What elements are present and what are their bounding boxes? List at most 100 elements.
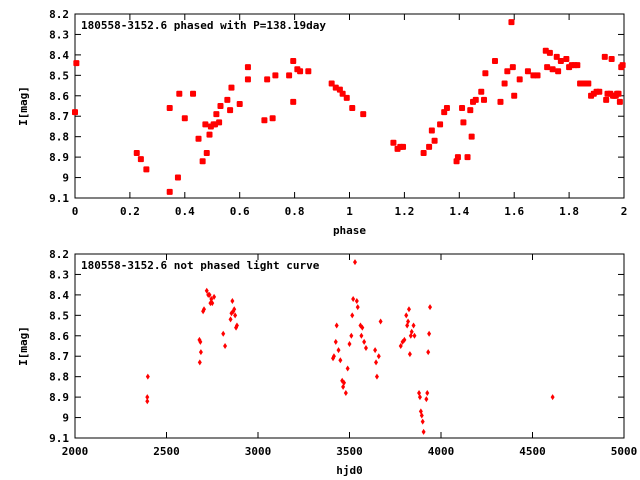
unphased-data-point	[374, 359, 379, 366]
unphased-y-tick-label: 9.1	[49, 432, 69, 445]
unphased-data-point	[198, 338, 203, 345]
unphased-y-tick-label: 8.8	[49, 371, 69, 384]
unphased-y-tick-label: 8.3	[49, 268, 69, 281]
phased-data-point	[601, 53, 608, 60]
unphased-data-point	[145, 373, 150, 380]
unphased-data-point	[202, 306, 207, 313]
unphased-x-tick-label: 5000	[611, 445, 638, 458]
phased-data-point	[343, 94, 350, 101]
unphased-data-point	[230, 298, 235, 305]
phased-data-point	[443, 105, 450, 112]
phased-data-point	[203, 150, 210, 157]
phased-data-point	[217, 103, 224, 109]
phased-y-tick-label: 8.6	[49, 90, 69, 103]
phased-data-point	[305, 68, 312, 75]
phased-data-point	[400, 143, 407, 150]
unphased-y-axis: 8.2 8.3 8.4 8.5 8.6 8.7 8.8 8.9 9 9.1	[49, 248, 624, 445]
phased-data-point	[244, 76, 251, 83]
phased-data-point	[428, 127, 435, 134]
phased-data-point	[497, 98, 504, 105]
unphased-x-axis: 2000 2500 3000 3500 4000 4500 5000	[62, 254, 638, 458]
unphased-data-point	[351, 295, 356, 302]
phased-data-point	[501, 80, 508, 87]
phased-y-tick-label: 8.7	[49, 110, 69, 123]
phased-data-point	[555, 68, 562, 75]
unphased-data-point	[425, 390, 430, 397]
phased-data-point	[603, 96, 610, 103]
unphased-data-point	[417, 394, 422, 401]
unphased-data-point	[349, 332, 354, 339]
phased-x-tick-label: 0.8	[285, 205, 305, 218]
phased-y-tick-label: 8.8	[49, 131, 69, 144]
unphased-data-point	[412, 332, 417, 339]
phased-data-point	[549, 66, 556, 73]
unphased-x-tick-label: 3000	[245, 445, 272, 458]
unphased-data-point	[342, 379, 347, 386]
phased-data-point	[460, 119, 467, 126]
unphased-x-tick-label: 4500	[519, 445, 546, 458]
unphased-data-point	[354, 298, 359, 305]
phased-data-point	[478, 88, 485, 95]
unphased-data-point	[407, 351, 412, 358]
phased-x-axis-label: phase	[333, 224, 366, 237]
phased-data-point	[206, 131, 213, 138]
unphased-plot-title: 180558-3152.6 not phased light curve	[81, 259, 320, 272]
unphased-data-point	[221, 330, 226, 337]
phased-data-point	[468, 133, 475, 140]
unphased-data-point	[145, 394, 150, 401]
unphased-data-point	[360, 324, 365, 331]
phased-y-axis-label: I[mag]	[17, 86, 30, 126]
phased-data-points	[72, 19, 626, 195]
unphased-data-point	[347, 340, 352, 347]
unphased-data-point	[336, 347, 341, 354]
phased-data-point	[390, 139, 397, 146]
phased-y-tick-label: 9.1	[49, 192, 69, 205]
phased-data-point	[509, 64, 516, 71]
phased-x-tick-label: 0.2	[120, 205, 140, 218]
phased-data-point	[574, 62, 581, 69]
unphased-data-point	[376, 353, 381, 360]
phased-data-point	[472, 96, 479, 103]
unphased-data-point	[355, 304, 360, 311]
unphased-x-tick-label: 2000	[62, 445, 89, 458]
unphased-data-point	[204, 287, 209, 294]
phased-data-point	[431, 137, 438, 144]
phased-x-tick-label: 0	[72, 205, 79, 218]
phased-data-point	[491, 58, 498, 65]
phased-y-tick-label: 8.9	[49, 151, 69, 164]
unphased-data-point	[427, 330, 432, 337]
phased-data-point	[511, 92, 518, 99]
phased-data-point	[224, 96, 231, 103]
unphased-data-point	[411, 322, 416, 329]
phased-data-point	[290, 58, 297, 65]
unphased-data-point	[212, 293, 217, 300]
unphased-x-axis-label: hjd0	[336, 464, 363, 477]
phased-data-point	[481, 96, 488, 103]
unphased-data-point	[404, 312, 409, 319]
unphased-data-point	[343, 390, 348, 397]
phased-data-point	[133, 150, 140, 157]
phased-data-point	[360, 111, 367, 118]
unphased-data-point	[406, 306, 411, 313]
phased-data-point	[437, 121, 444, 128]
phased-y-tick-label: 8.3	[49, 28, 69, 41]
unphased-data-point	[421, 428, 426, 435]
unphased-y-tick-label: 9	[62, 412, 69, 425]
unphased-data-point	[233, 312, 238, 319]
unphased-data-point	[234, 322, 239, 329]
phased-data-point	[563, 55, 570, 62]
phased-data-point	[426, 143, 433, 150]
unphased-data-point	[373, 347, 378, 354]
phased-x-tick-label: 2	[621, 205, 628, 218]
phased-data-point	[143, 166, 150, 173]
phased-x-tick-label: 1.4	[449, 205, 469, 218]
phased-data-point	[213, 111, 220, 118]
phased-data-point	[216, 119, 223, 126]
phased-data-point	[467, 107, 474, 114]
phased-y-tick-label: 8.5	[49, 69, 69, 82]
phased-data-point	[190, 90, 197, 97]
unphased-data-point	[550, 394, 555, 401]
unphased-data-point	[197, 359, 202, 366]
phased-x-tick-label: 1.6	[504, 205, 524, 218]
